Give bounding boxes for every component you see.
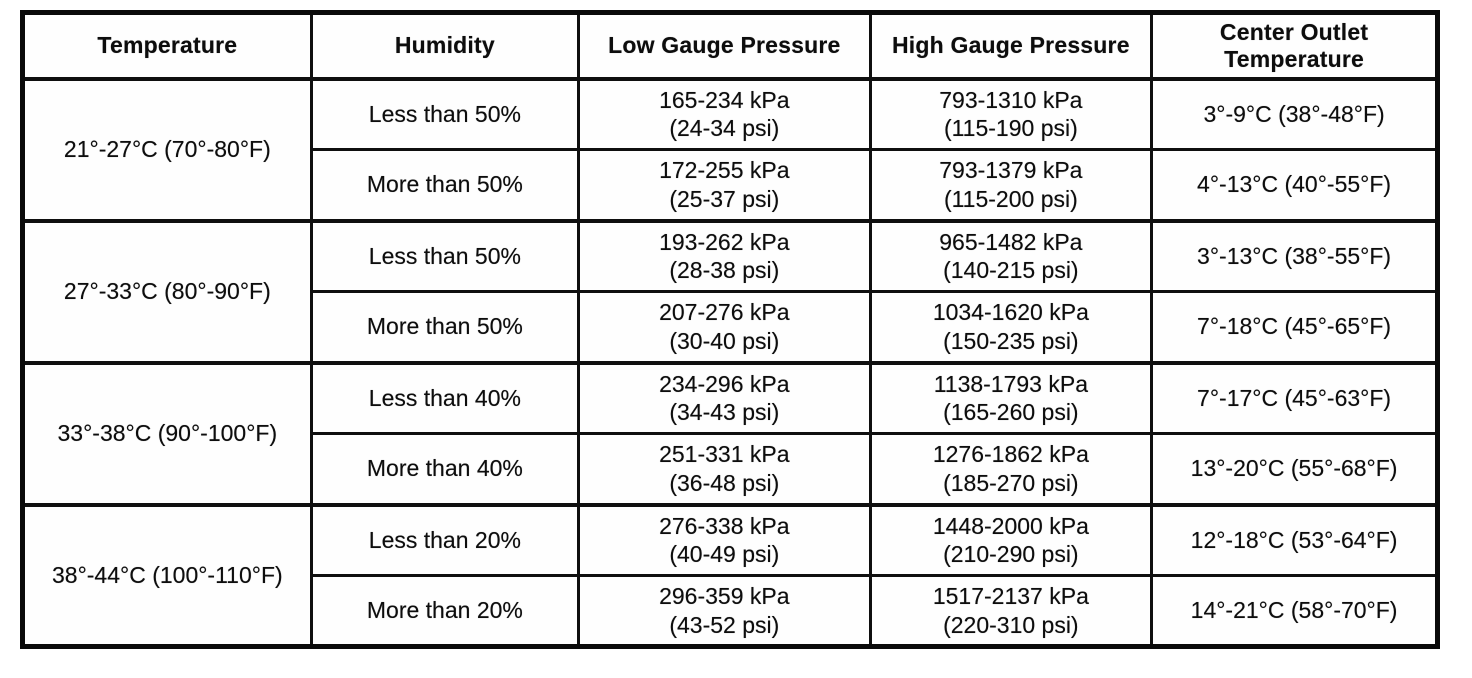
low-pressure-cell: 193-262 kPa (28-38 psi) bbox=[577, 218, 872, 293]
low-pressure-kpa: 165-234 kPa bbox=[659, 86, 790, 113]
header-humidity: Humidity bbox=[309, 11, 581, 81]
low-pressure-psi: (34-43 psi) bbox=[669, 399, 780, 426]
outlet-temperature-cell: 7°-18°C (45°-65°F) bbox=[1150, 290, 1439, 364]
high-pressure-kpa: 965-1482 kPa bbox=[939, 228, 1083, 255]
outlet-temperature-cell: 12°-18°C (53°-64°F) bbox=[1150, 502, 1439, 577]
high-pressure-kpa: 1517-2137 kPa bbox=[932, 582, 1089, 609]
low-pressure-cell: 234-296 kPa (34-43 psi) bbox=[577, 360, 872, 435]
humidity-cell: More than 50% bbox=[309, 148, 581, 222]
table-row: 27°-33°C (80°-90°F) Less than 50% 193-26… bbox=[21, 218, 1439, 364]
humidity-cell: More than 50% bbox=[309, 290, 581, 364]
high-pressure-psi: (150-235 psi) bbox=[943, 327, 1079, 354]
low-pressure-cell: 172-255 kPa (25-37 psi) bbox=[577, 148, 872, 222]
header-low-gauge-pressure: Low Gauge Pressure bbox=[577, 11, 872, 81]
outlet-temperature-cell: 14°-21°C (58°-70°F) bbox=[1150, 574, 1439, 648]
temperature-range-cell: 38°-44°C (100°-110°F) bbox=[21, 502, 313, 648]
header-center-outlet-temperature: Center Outlet Temperature bbox=[1150, 11, 1439, 81]
table-row: More than 20% 296-359 kPa (43-52 psi) 15… bbox=[23, 574, 1439, 648]
high-pressure-kpa: 1448-2000 kPa bbox=[932, 512, 1089, 539]
high-pressure-psi: (165-260 psi) bbox=[943, 399, 1079, 426]
low-pressure-psi: (36-48 psi) bbox=[669, 469, 780, 496]
low-pressure-cell: 251-331 kPa (36-48 psi) bbox=[577, 432, 872, 506]
high-pressure-cell: 965-1482 kPa (140-215 psi) bbox=[868, 218, 1154, 293]
high-pressure-psi: (140-215 psi) bbox=[943, 257, 1079, 284]
high-pressure-cell: 1448-2000 kPa (210-290 psi) bbox=[868, 502, 1154, 577]
high-pressure-psi: (115-190 psi) bbox=[943, 115, 1078, 142]
temperature-range-cell: 27°-33°C (80°-90°F) bbox=[21, 218, 313, 364]
low-pressure-kpa: 193-262 kPa bbox=[659, 228, 790, 255]
humidity-cell: Less than 50% bbox=[309, 76, 581, 151]
high-pressure-cell: 1138-1793 kPa (165-260 psi) bbox=[868, 360, 1154, 435]
low-pressure-psi: (24-34 psi) bbox=[669, 115, 780, 142]
outlet-temperature-cell: 7°-17°C (45°-63°F) bbox=[1150, 360, 1439, 435]
low-pressure-kpa: 276-338 kPa bbox=[659, 512, 790, 539]
humidity-cell: Less than 40% bbox=[309, 360, 581, 435]
table-row: More than 50% 172-255 kPa (25-37 psi) 79… bbox=[23, 148, 1439, 222]
high-pressure-cell: 793-1310 kPa (115-190 psi) bbox=[868, 76, 1154, 151]
low-pressure-psi: (25-37 psi) bbox=[669, 185, 780, 212]
low-pressure-psi: (43-52 psi) bbox=[669, 611, 780, 638]
humidity-cell: More than 20% bbox=[309, 574, 581, 648]
outlet-temperature-cell: 3°-13°C (38°-55°F) bbox=[1150, 218, 1439, 293]
low-pressure-cell: 296-359 kPa (43-52 psi) bbox=[577, 574, 872, 648]
low-pressure-cell: 165-234 kPa (24-34 psi) bbox=[577, 76, 872, 151]
humidity-cell: Less than 50% bbox=[309, 218, 581, 293]
table-row: 21°-27°C (70°-80°F) Less than 50% 165-23… bbox=[21, 76, 1439, 222]
ac-performance-table: Temperature Humidity Low Gauge Pressure … bbox=[20, 10, 1440, 649]
table-row: 38°-44°C (100°-110°F) Less than 20% 276-… bbox=[21, 502, 1439, 648]
high-pressure-kpa: 1276-1862 kPa bbox=[932, 441, 1089, 467]
low-pressure-kpa: 234-296 kPa bbox=[659, 370, 790, 397]
high-pressure-psi: (185-270 psi) bbox=[943, 469, 1079, 496]
high-pressure-kpa: 1138-1793 kPa bbox=[933, 370, 1088, 397]
header-temperature: Temperature bbox=[21, 11, 313, 81]
high-pressure-cell: 1517-2137 kPa (220-310 psi) bbox=[868, 574, 1154, 648]
header-row: Temperature Humidity Low Gauge Pressure … bbox=[21, 11, 1439, 81]
temperature-range-cell: 33°-38°C (90°-100°F) bbox=[21, 360, 313, 506]
table-row: More than 50% 207-276 kPa (30-40 psi) 10… bbox=[23, 290, 1439, 364]
low-pressure-kpa: 172-255 kPa bbox=[659, 157, 790, 183]
table-row: More than 40% 251-331 kPa (36-48 psi) 12… bbox=[23, 432, 1439, 506]
high-pressure-kpa: 793-1379 kPa bbox=[939, 157, 1083, 183]
temperature-range-cell: 21°-27°C (70°-80°F) bbox=[21, 76, 313, 222]
low-pressure-kpa: 251-331 kPa bbox=[659, 441, 790, 467]
high-pressure-psi: (115-200 psi) bbox=[943, 185, 1078, 212]
outlet-temperature-cell: 3°-9°C (38°-48°F) bbox=[1150, 76, 1439, 151]
high-pressure-kpa: 1034-1620 kPa bbox=[932, 299, 1089, 325]
low-pressure-cell: 276-338 kPa (40-49 psi) bbox=[577, 502, 872, 577]
outlet-temperature-cell: 4°-13°C (40°-55°F) bbox=[1150, 148, 1439, 222]
low-pressure-kpa: 207-276 kPa bbox=[659, 299, 790, 325]
low-pressure-psi: (28-38 psi) bbox=[669, 257, 780, 284]
high-pressure-kpa: 793-1310 kPa bbox=[939, 86, 1083, 113]
table-row: 33°-38°C (90°-100°F) Less than 40% 234-2… bbox=[21, 360, 1439, 506]
high-pressure-psi: (220-310 psi) bbox=[943, 611, 1079, 638]
low-pressure-psi: (40-49 psi) bbox=[669, 541, 780, 568]
low-pressure-cell: 207-276 kPa (30-40 psi) bbox=[577, 290, 872, 364]
high-pressure-cell: 1276-1862 kPa (185-270 psi) bbox=[868, 432, 1154, 506]
humidity-cell: Less than 20% bbox=[309, 502, 581, 577]
header-high-gauge-pressure: High Gauge Pressure bbox=[868, 11, 1154, 81]
high-pressure-psi: (210-290 psi) bbox=[943, 541, 1079, 568]
low-pressure-psi: (30-40 psi) bbox=[669, 327, 780, 354]
outlet-temperature-cell: 13°-20°C (55°-68°F) bbox=[1150, 432, 1439, 506]
high-pressure-cell: 793-1379 kPa (115-200 psi) bbox=[868, 148, 1154, 222]
high-pressure-cell: 1034-1620 kPa (150-235 psi) bbox=[868, 290, 1154, 364]
low-pressure-kpa: 296-359 kPa bbox=[659, 582, 790, 609]
humidity-cell: More than 40% bbox=[309, 432, 581, 506]
